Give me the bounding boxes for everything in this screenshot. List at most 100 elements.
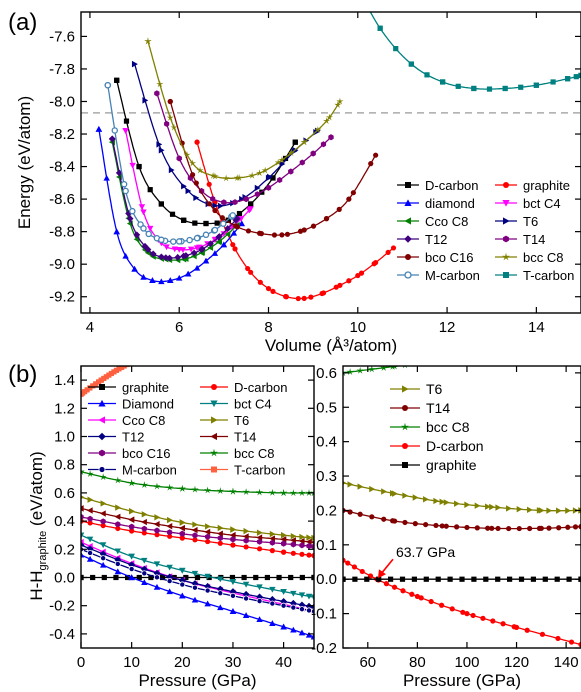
data-point-graphite	[125, 574, 131, 581]
data-point-bcc-c8	[81, 467, 85, 475]
data-point-t14	[229, 532, 236, 539]
x-axis-label: Pressure (GPa)	[138, 671, 256, 690]
data-point-m-carbon	[128, 566, 135, 573]
x-tick-label: 0	[77, 654, 85, 671]
data-point-bct-c4	[305, 593, 313, 600]
data-point-t14	[298, 537, 305, 545]
data-point-t-carbon	[136, 357, 141, 362]
data-point-bcc-c8	[402, 366, 408, 369]
data-point-d-carbon	[539, 631, 546, 637]
data-point-bco-c16	[243, 537, 249, 544]
data-point-d-carbon	[400, 588, 406, 594]
data-point-bcc-c8	[204, 486, 212, 494]
data-point-m-carbon	[186, 236, 193, 244]
legend-marker-bco-c16	[99, 449, 105, 457]
data-point-graphite	[264, 574, 270, 581]
data-point-bct-c4	[191, 570, 199, 577]
data-point-bcc-c8	[298, 489, 306, 497]
data-point-t14	[305, 538, 312, 545]
data-point-m-carbon	[217, 590, 224, 597]
data-point-graphite	[295, 295, 301, 302]
data-point-m-carbon	[120, 180, 128, 188]
data-point-t14	[242, 533, 249, 540]
data-point-graphite	[308, 294, 314, 300]
data-point-t12	[162, 254, 170, 262]
x-tick-label: 10	[349, 319, 366, 336]
legend-marker-t14	[402, 405, 408, 411]
data-point-d-carbon	[154, 532, 160, 538]
legend-marker-bcc-c8	[210, 448, 218, 457]
data-point-bct-c4	[193, 245, 201, 252]
data-point-bcc-c8	[572, 345, 579, 352]
y-tick-label: -0.4	[49, 626, 75, 643]
data-point-graphite	[276, 574, 282, 581]
data-point-t6	[439, 498, 446, 506]
data-point-bcc-c8	[278, 156, 286, 164]
data-point-bct-c4	[290, 590, 297, 597]
x-tick-label: 140	[554, 654, 579, 671]
data-point-diamond	[242, 612, 250, 618]
data-point-diamond	[310, 633, 314, 640]
x-tick-label: 100	[454, 654, 479, 671]
data-point-graphite	[113, 574, 119, 581]
data-point-m-carbon	[104, 81, 112, 89]
x-tick-label: 10	[123, 654, 140, 671]
data-point-bcc-c8	[380, 366, 388, 371]
data-point-t12	[133, 231, 141, 239]
data-point-t-carbon	[81, 391, 84, 397]
data-point-graphite	[270, 288, 276, 294]
data-point-t6	[131, 60, 138, 68]
data-point-bco-c16	[87, 515, 93, 522]
data-point-bco-c16	[284, 231, 291, 237]
data-point-bct-c4	[128, 553, 135, 560]
data-point-diamond	[128, 574, 135, 581]
data-point-bco-c16	[290, 541, 296, 548]
data-point-diamond	[269, 620, 276, 626]
data-point-graphite	[241, 574, 247, 581]
data-point-d-carbon	[568, 639, 575, 645]
data-point-t-carbon	[93, 381, 99, 387]
legend-label-d-carbon: D-carbon	[234, 380, 287, 395]
data-point-d-carbon	[214, 220, 220, 226]
legend-label-bct-c4: bct C4	[523, 196, 561, 211]
legend-marker-t12	[404, 235, 412, 243]
y-tick-label: 0.6	[316, 365, 337, 382]
data-point-m-carbon	[220, 220, 227, 227]
series-line-t6	[343, 482, 581, 512]
data-point-t12	[174, 253, 182, 261]
data-point-t14	[99, 510, 106, 517]
data-point-bco-c16	[190, 172, 196, 178]
data-point-t14	[265, 184, 272, 191]
data-point-t6	[412, 494, 419, 501]
data-point-t-carbon	[440, 79, 446, 85]
data-point-t12	[149, 250, 157, 258]
data-point-graphite	[194, 574, 201, 581]
data-point-d-carbon	[256, 546, 263, 552]
data-point-t12	[141, 242, 149, 250]
data-point-t-carbon	[565, 76, 571, 82]
data-point-t14	[232, 199, 238, 206]
data-point-t12	[198, 246, 205, 253]
data-point-bcc-c8	[86, 470, 94, 477]
data-point-diamond	[280, 623, 287, 630]
data-point-t14	[423, 521, 429, 528]
data-point-m-carbon	[129, 207, 136, 215]
data-point-bcc-c8	[577, 345, 581, 352]
y-tick-label: -8.2	[49, 126, 75, 143]
data-point-bcc-c8	[196, 166, 204, 174]
data-point-t14	[454, 524, 460, 530]
data-point-bcc-c8	[156, 80, 164, 88]
data-point-graphite	[101, 574, 107, 581]
data-point-bco-c16	[230, 536, 236, 543]
data-point-bcc-c8	[166, 113, 174, 121]
data-point-t14	[489, 525, 495, 531]
data-point-t6	[141, 511, 148, 518]
data-point-t12	[115, 169, 123, 177]
data-point-t12	[128, 561, 136, 569]
data-point-t14	[154, 90, 160, 97]
data-point-t6	[192, 521, 199, 528]
data-point-t14	[495, 525, 501, 532]
data-point-d-carbon	[438, 602, 445, 608]
data-point-bco-c16	[129, 523, 135, 530]
data-point-d-carbon	[359, 568, 365, 575]
